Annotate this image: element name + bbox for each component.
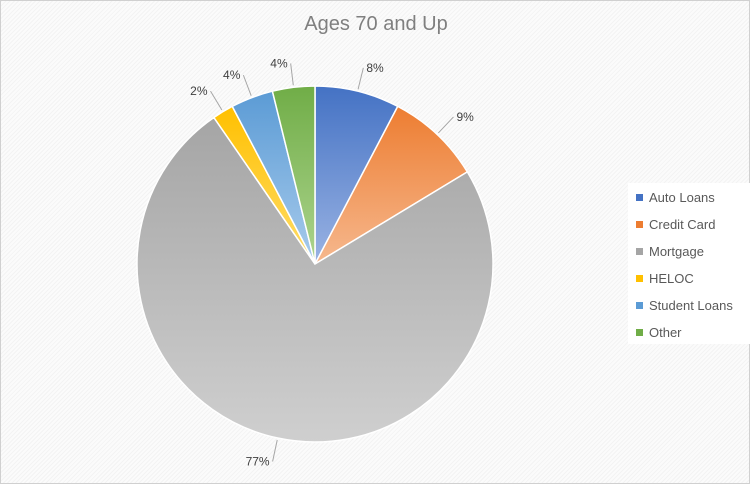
- chart-legend: Auto Loans Credit Card Mortgage HELOC Studen…: [628, 183, 750, 344]
- data-label-credit-card: 9%: [456, 110, 474, 124]
- leader-line-credit-card: [438, 116, 454, 134]
- data-label-heloc: 2%: [190, 84, 208, 98]
- pie-slice-other: [271, 85, 316, 265]
- leader-line-heloc: [210, 90, 223, 111]
- pie-slice-credit-card: [313, 105, 469, 267]
- data-label-mortgage: 77%: [246, 455, 270, 469]
- legend-swatch: [636, 328, 643, 336]
- leader-line-student-loans: [242, 74, 252, 96]
- legend-item-mortgage: Mortgage: [636, 243, 704, 259]
- legend-swatch: [636, 301, 643, 309]
- legend-label: Mortgage: [649, 243, 704, 259]
- legend-swatch: [636, 274, 643, 282]
- legend-item-heloc: HELOC: [636, 270, 694, 286]
- chart-title: Ages 70 and Up: [304, 13, 448, 35]
- legend-label: Credit Card: [649, 216, 716, 232]
- legend-item-student-loans: Student Loans: [636, 297, 733, 313]
- legend-swatch: [636, 193, 643, 201]
- data-label-auto-loans: 8%: [366, 61, 384, 75]
- leader-line-other: [290, 63, 294, 86]
- legend-label: Other: [649, 324, 682, 340]
- legend-swatch: [636, 247, 643, 255]
- legend-label: Student Loans: [649, 297, 733, 313]
- data-label-student-loans: 4%: [223, 68, 241, 82]
- legend-swatch: [636, 220, 643, 228]
- leader-line-mortgage: [272, 439, 278, 462]
- legend-item-credit-card: Credit Card: [636, 216, 715, 232]
- leader-line-auto-loans: [357, 67, 364, 90]
- data-label-other: 4%: [270, 56, 288, 70]
- legend-label: HELOC: [649, 270, 694, 286]
- legend-item-other: Other: [636, 324, 682, 340]
- legend-item-auto-loans: Auto Loans: [636, 189, 715, 205]
- pie-slice-mortgage: [136, 116, 494, 443]
- legend-label: Auto Loans: [649, 189, 715, 205]
